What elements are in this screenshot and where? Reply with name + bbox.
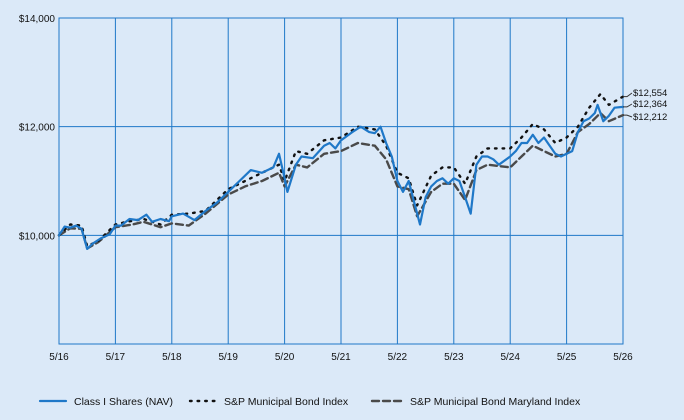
series-lines — [57, 92, 625, 250]
x-tick-label: 5/22 — [388, 352, 408, 363]
end-label-value: $12,554 — [633, 88, 667, 99]
x-tick-label: 5/18 — [162, 352, 182, 363]
end-label-value: $12,364 — [633, 99, 667, 110]
grid-lines — [58, 17, 624, 344]
legend: Class I Shares (NAV) S&P Municipal Bond I… — [38, 396, 581, 408]
end-labels: $12,554$12,364 $12,212 — [623, 88, 667, 123]
x-tick-label: 5/24 — [500, 352, 520, 363]
x-tick-label: 5/20 — [275, 352, 295, 363]
legend-label-1: S&P Municipal Bond Index — [224, 396, 349, 408]
x-tick-label: 5/26 — [613, 352, 633, 363]
y-axis-ticks: $10,000 $12,000 $14,000 — [19, 14, 56, 242]
series-line-0 — [57, 103, 625, 250]
end-label-leader — [623, 103, 633, 108]
legend-label-2: S&P Municipal Bond Maryland Index — [410, 396, 581, 408]
end-label-value: $12,212 — [633, 112, 667, 123]
x-tick-label: 5/16 — [49, 352, 69, 363]
x-axis-ticks: 5/16 5/17 5/18 5/19 5/20 5/21 5/22 5/23 5/24 5/25… — [49, 352, 633, 363]
x-tick-label: 5/23 — [444, 352, 464, 363]
y-tick-label: $10,000 — [19, 231, 56, 242]
x-tick-label: 5/25 — [557, 352, 577, 363]
end-label-leader — [623, 114, 633, 118]
y-tick-label: $14,000 — [19, 14, 56, 25]
series-line-2 — [57, 111, 625, 250]
end-label-leader — [623, 92, 633, 98]
series-line-1 — [57, 92, 625, 248]
legend-label-0: Class I Shares (NAV) — [74, 396, 173, 408]
y-tick-label: $12,000 — [19, 123, 56, 134]
x-tick-label: 5/17 — [106, 352, 126, 363]
x-tick-label: 5/21 — [331, 352, 351, 363]
x-tick-label: 5/19 — [218, 352, 238, 363]
